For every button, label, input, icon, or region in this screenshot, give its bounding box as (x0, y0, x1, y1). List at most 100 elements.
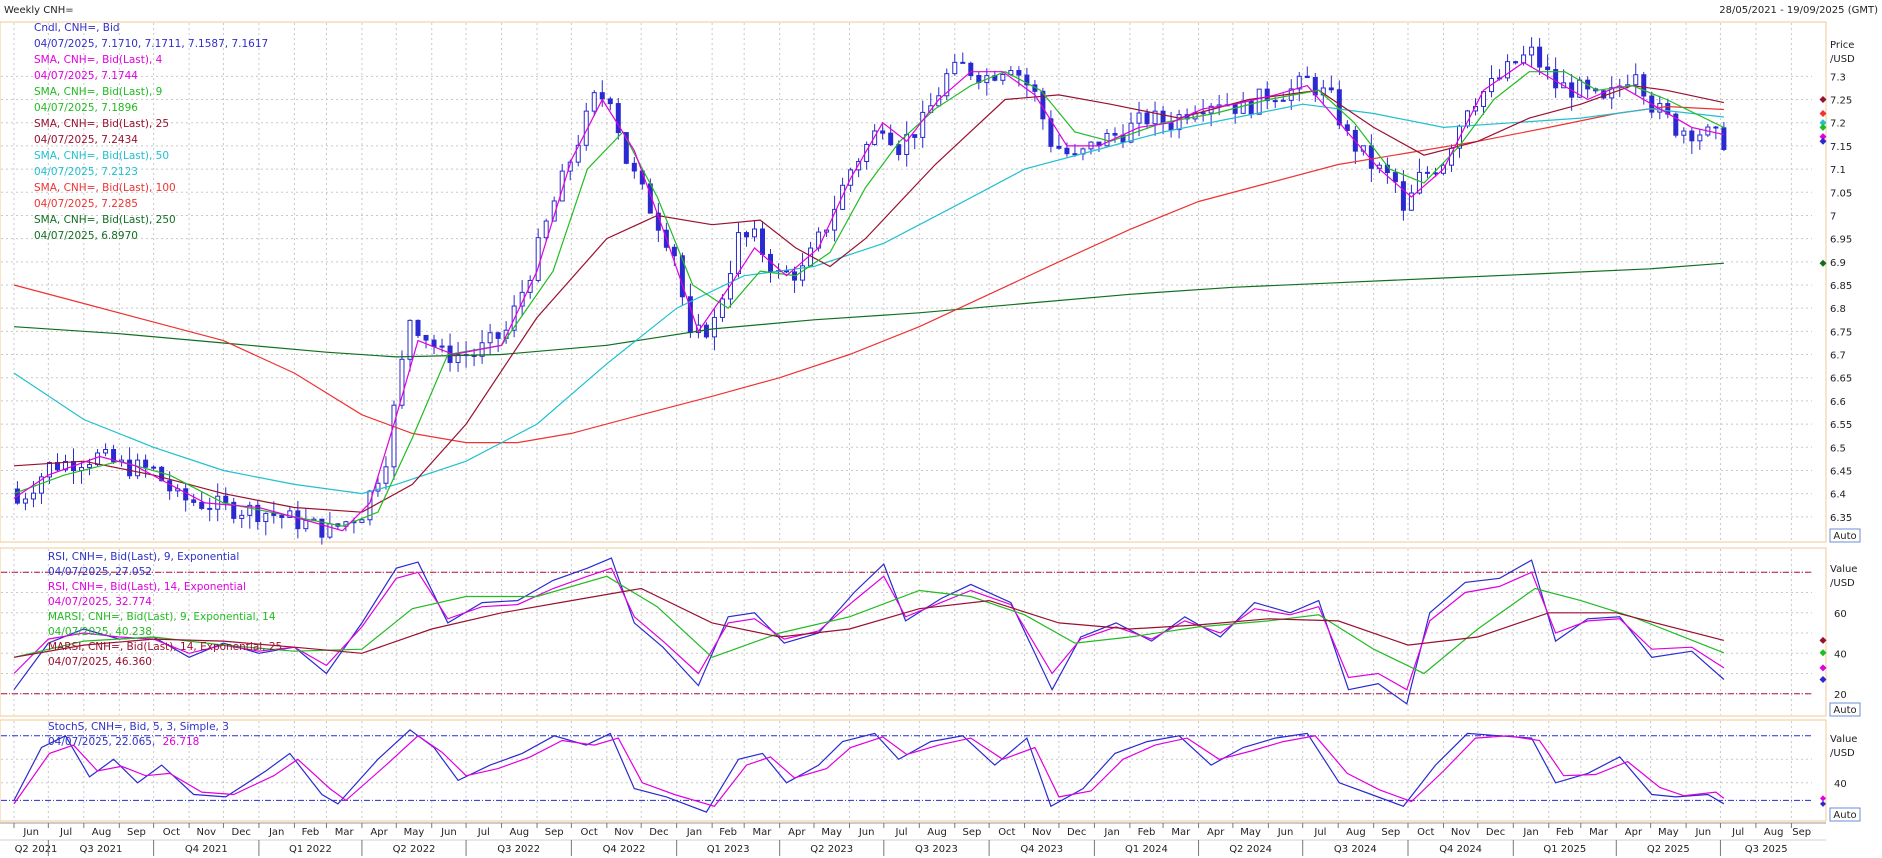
candle-body-down (743, 232, 749, 238)
candle-body-down (271, 512, 277, 516)
rsi-9-line (13, 557, 1725, 705)
candle (87, 458, 93, 476)
month-label: Sep (1792, 827, 1811, 838)
price-auto-button[interactable]: Auto (1829, 528, 1861, 543)
candle-body-up (239, 514, 245, 519)
candle-body-down (599, 92, 605, 100)
candle-body-up (944, 73, 950, 97)
rsi-panel[interactable]: 20 40 60 (0, 547, 1847, 717)
price-tick-label: 6.9 (1830, 258, 1846, 269)
candle-body-up (535, 237, 541, 281)
window-title: Weekly CNH= (4, 5, 74, 16)
month-label: Sep (963, 827, 982, 838)
last-value-marker (1819, 649, 1827, 657)
candle-body-up (840, 184, 846, 210)
candle-body-up (407, 319, 413, 360)
price-tick-label: 6.6 (1830, 397, 1846, 408)
rsi-axis-unit: /USD (1830, 578, 1855, 589)
month-label: Jun (1694, 827, 1711, 838)
legend-rsi14-label: RSI, CNH=, Bid(Last), 14, Exponential (48, 581, 246, 593)
legend-marsi14-label: MARSI, CNH=, Bid(Last), 14, Exponential,… (48, 641, 282, 653)
month-label: Jun (1277, 827, 1294, 838)
candle-body-down (1368, 145, 1374, 169)
legend-sma250-label: SMA, CNH=, Bid(Last), 250 (34, 214, 176, 226)
rsi-tick-label: 20 (1834, 690, 1847, 701)
candle (912, 134, 918, 150)
candle (960, 52, 966, 64)
quarter-label: Q4 2022 (603, 844, 646, 855)
candle-body-down (1721, 127, 1727, 150)
candle-body-up (38, 476, 44, 494)
candle-body-down (111, 449, 117, 463)
legend-stoch-value-k: 04/07/2025, 22.065, (48, 736, 155, 748)
candle (880, 124, 886, 140)
candle-body-up (359, 519, 365, 523)
candle-body-up (1416, 171, 1422, 194)
rsi-tick-label: 60 (1834, 609, 1847, 620)
price-panel[interactable]: 6.35 6.4 6.45 6.5 6.55 6.6 6.65 6.7 6.75 6.8 6.85 6… (0, 21, 1852, 545)
candle (856, 158, 862, 178)
rsi-legend: RSI, CNH=, Bid(Last), 9, Exponential 04/… (48, 551, 282, 668)
candle-body-up (952, 61, 958, 75)
month-label: Jul (895, 827, 908, 838)
month-label: Jan (1103, 827, 1119, 838)
month-label: Nov (1451, 827, 1471, 838)
month-label: Nov (614, 827, 634, 838)
rsi-auto-button[interactable]: Auto (1829, 702, 1861, 717)
candle (1272, 97, 1278, 108)
legend-sma100-label: SMA, CNH=, Bid(Last), 100 (34, 182, 176, 194)
candle (239, 509, 245, 528)
candle (936, 87, 942, 107)
quarter-label: Q4 2023 (1020, 844, 1063, 855)
month-label: Aug (927, 827, 947, 838)
month-label: Dec (1486, 827, 1505, 838)
candle (127, 447, 133, 480)
month-label: Apr (1625, 827, 1643, 838)
candle (1136, 101, 1142, 137)
price-tick-label: 6.65 (1830, 374, 1852, 385)
sma-4-line (13, 61, 1725, 532)
legend-stoch-label: StochS, CNH=, Bid, 5, 3, Simple, 3 (48, 721, 229, 733)
candle-body-down (1112, 132, 1118, 136)
candle-body-up (920, 111, 926, 138)
candle-body-down (615, 103, 621, 134)
month-label: Jul (1731, 827, 1744, 838)
candle (22, 492, 28, 511)
month-label: Sep (127, 827, 146, 838)
price-tick-label: 7 (1830, 211, 1836, 222)
candle-body-down (623, 132, 629, 164)
candle-body-up (215, 495, 221, 510)
candle-body-up (303, 519, 309, 530)
candle-body-down (319, 518, 325, 538)
candle (1304, 66, 1310, 79)
month-label: Jun (22, 827, 39, 838)
candle-body-down (207, 507, 213, 510)
candle-body-up (856, 160, 862, 171)
month-label: Mar (335, 827, 355, 838)
quarter-label: Q1 2022 (289, 844, 332, 855)
stoch-auto-button[interactable]: Auto (1829, 807, 1861, 822)
candle-body-down (1537, 46, 1543, 68)
candle (888, 124, 894, 147)
price-tick-label: 6.4 (1830, 490, 1846, 501)
price-tick-label: 7.3 (1830, 72, 1846, 83)
candle (1601, 88, 1607, 100)
legend-sma9-value: 04/07/2025, 7.1896 (34, 102, 138, 114)
quarter-label: Q3 2022 (497, 844, 540, 855)
month-label: Jul (477, 827, 490, 838)
last-value-marker (1819, 137, 1827, 145)
candle-body-down (1601, 90, 1607, 99)
candle-body-up (1280, 99, 1286, 102)
candle (751, 220, 757, 242)
candle-body-up (904, 134, 910, 155)
candle (407, 319, 413, 372)
candle-body-up (391, 404, 397, 468)
candle-body-up (327, 523, 333, 538)
candle (231, 497, 237, 524)
stochastic-panel[interactable]: 40 (0, 719, 1847, 822)
month-label: Mar (1171, 827, 1191, 838)
rsi-auto-label: Auto (1833, 705, 1856, 716)
candle (1681, 127, 1687, 144)
quarter-label: Q4 2021 (185, 844, 228, 855)
